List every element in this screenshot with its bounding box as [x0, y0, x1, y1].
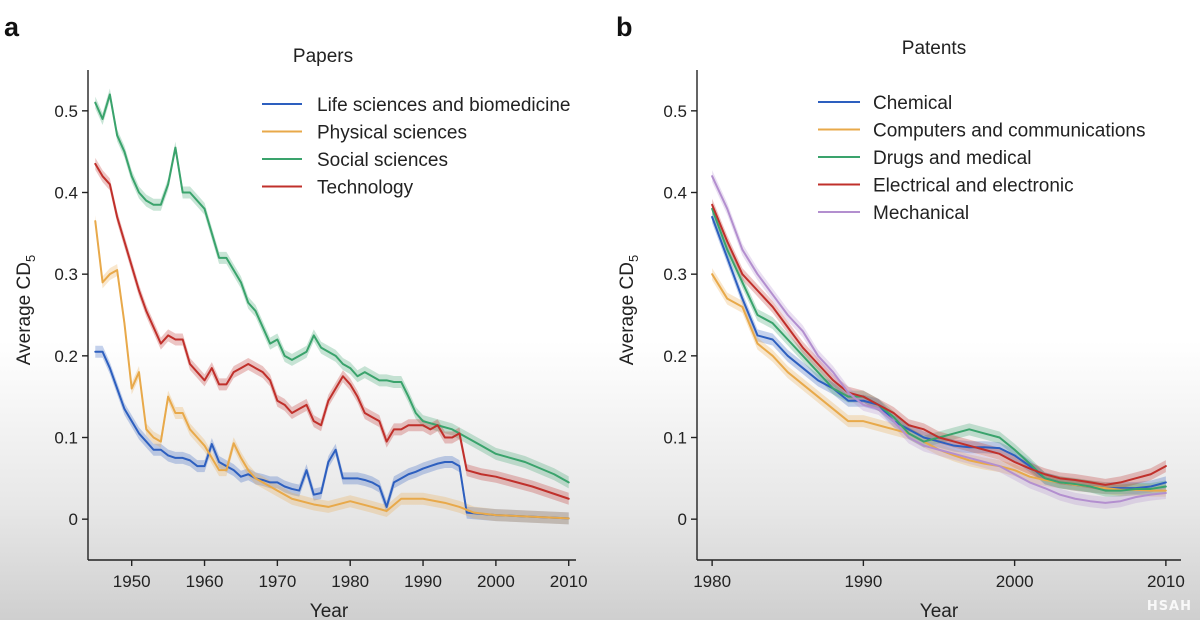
panel-a-y-tick-label: 0.1	[54, 429, 78, 448]
panel-a-series-lines	[94, 93, 570, 520]
panel-a-y-tick-label: 0.5	[54, 102, 78, 121]
panel-a-x-axis-label: Year	[310, 601, 349, 620]
series-line-electrical-and-electronic	[711, 203, 1167, 486]
series-band-life-sciences-and-biomedicine	[95, 345, 569, 525]
legend-label-mechanical: Mechanical	[873, 203, 969, 224]
legend-label-social-sciences: Social sciences	[317, 150, 448, 171]
panel-a-x-tick-label: 2000	[477, 572, 515, 591]
panel-b-y-tick-label: 0.4	[663, 184, 687, 203]
panel-b-title: Patents	[902, 38, 966, 59]
watermark-logo: HSAH	[1146, 599, 1192, 614]
panel-a-x-tick-label: 1970	[258, 572, 296, 591]
panel-a-x-tick-label: 1990	[404, 572, 442, 591]
panel-b-series-lines	[711, 175, 1167, 504]
panel-b-x-tick-label: 1980	[693, 572, 731, 591]
panel-a-y-tick-label: 0	[69, 510, 78, 529]
series-band-computers-and-communications	[712, 268, 1166, 497]
panel-b-letter: b	[616, 12, 633, 42]
panel-b-legend: Chemical Computers and communications Drug…	[818, 93, 1145, 224]
series-line-life-sciences-and-biomedicine	[94, 350, 570, 520]
panel-a-axes: 0 0.1 0.2 0.3 0.4 0.5 1950 1960 1970 1980 1990 2000…	[54, 70, 588, 591]
panel-b-x-axis-label: Year	[920, 601, 959, 620]
panel-a-y-tick-label: 0.3	[54, 265, 78, 284]
legend-label-computers-and-communications: Computers and communications	[873, 121, 1145, 142]
panel-b-y-tick-label: 0.5	[663, 102, 687, 121]
series-line-mechanical	[711, 175, 1167, 504]
panel-a-y-tick-label: 0.2	[54, 347, 78, 366]
legend-label-electrical-and-electronic: Electrical and electronic	[873, 176, 1074, 197]
panel-a-x-tick-label: 1960	[186, 572, 224, 591]
panel-a-x-tick-label: 2010	[550, 572, 588, 591]
panel-b-x-tick-label: 1990	[844, 572, 882, 591]
panel-a-legend: Life sciences and biomedicine Physical sc…	[262, 95, 571, 199]
panel-b-x-tick-label: 2010	[1147, 572, 1185, 591]
panel-a-y-axis-label: Average CD5	[14, 255, 38, 365]
panel-b-y-tick-label: 0	[678, 510, 687, 529]
panel-a-letter: a	[4, 12, 20, 42]
panel-a-y-label-sub: 5	[23, 255, 38, 262]
panel-b-y-tick-label: 0.2	[663, 347, 687, 366]
panel-b-x-tick-label: 2000	[996, 572, 1034, 591]
series-line-technology	[94, 162, 570, 500]
series-line-social-sciences	[94, 93, 570, 484]
legend-label-physical-sciences: Physical sciences	[317, 123, 467, 144]
panel-a-x-tick-label: 1980	[331, 572, 369, 591]
panel-a-title: Papers	[293, 46, 353, 67]
panel-a-x-tick-label: 1950	[113, 572, 151, 591]
legend-label-drugs-and-medical: Drugs and medical	[873, 148, 1031, 169]
panel-b-y-tick-label: 0.3	[663, 265, 687, 284]
panel-b-y-tick-label: 0.1	[663, 429, 687, 448]
panel-b-y-axis-label: Average CD5	[617, 255, 641, 365]
series-line-physical-sciences	[94, 220, 570, 520]
panel-b-patents: b Patents 0 0.1 0.2 0.3 0.4 0.5 1980 1990 2000 20…	[616, 12, 1185, 620]
panel-b-y-label-sub: 5	[626, 255, 641, 262]
legend-label-life-sciences-and-biomedicine: Life sciences and biomedicine	[317, 95, 571, 116]
legend-label-chemical: Chemical	[873, 93, 952, 114]
series-band-social-sciences	[95, 88, 569, 489]
legend-label-technology: Technology	[317, 178, 414, 199]
panel-a-y-tick-label: 0.4	[54, 184, 78, 203]
panel-a-papers: a Papers 0 0.1 0.2 0.3 0.4 0.5 1950 1960 1970 198…	[4, 12, 588, 620]
series-band-electrical-and-electronic	[712, 198, 1166, 491]
panel-b-axes: 0 0.1 0.2 0.3 0.4 0.5 1980 1990 2000 2010	[663, 70, 1185, 591]
panel-b-y-label-main: Average CD	[617, 262, 638, 365]
panel-a-y-label-main: Average CD	[14, 262, 35, 365]
